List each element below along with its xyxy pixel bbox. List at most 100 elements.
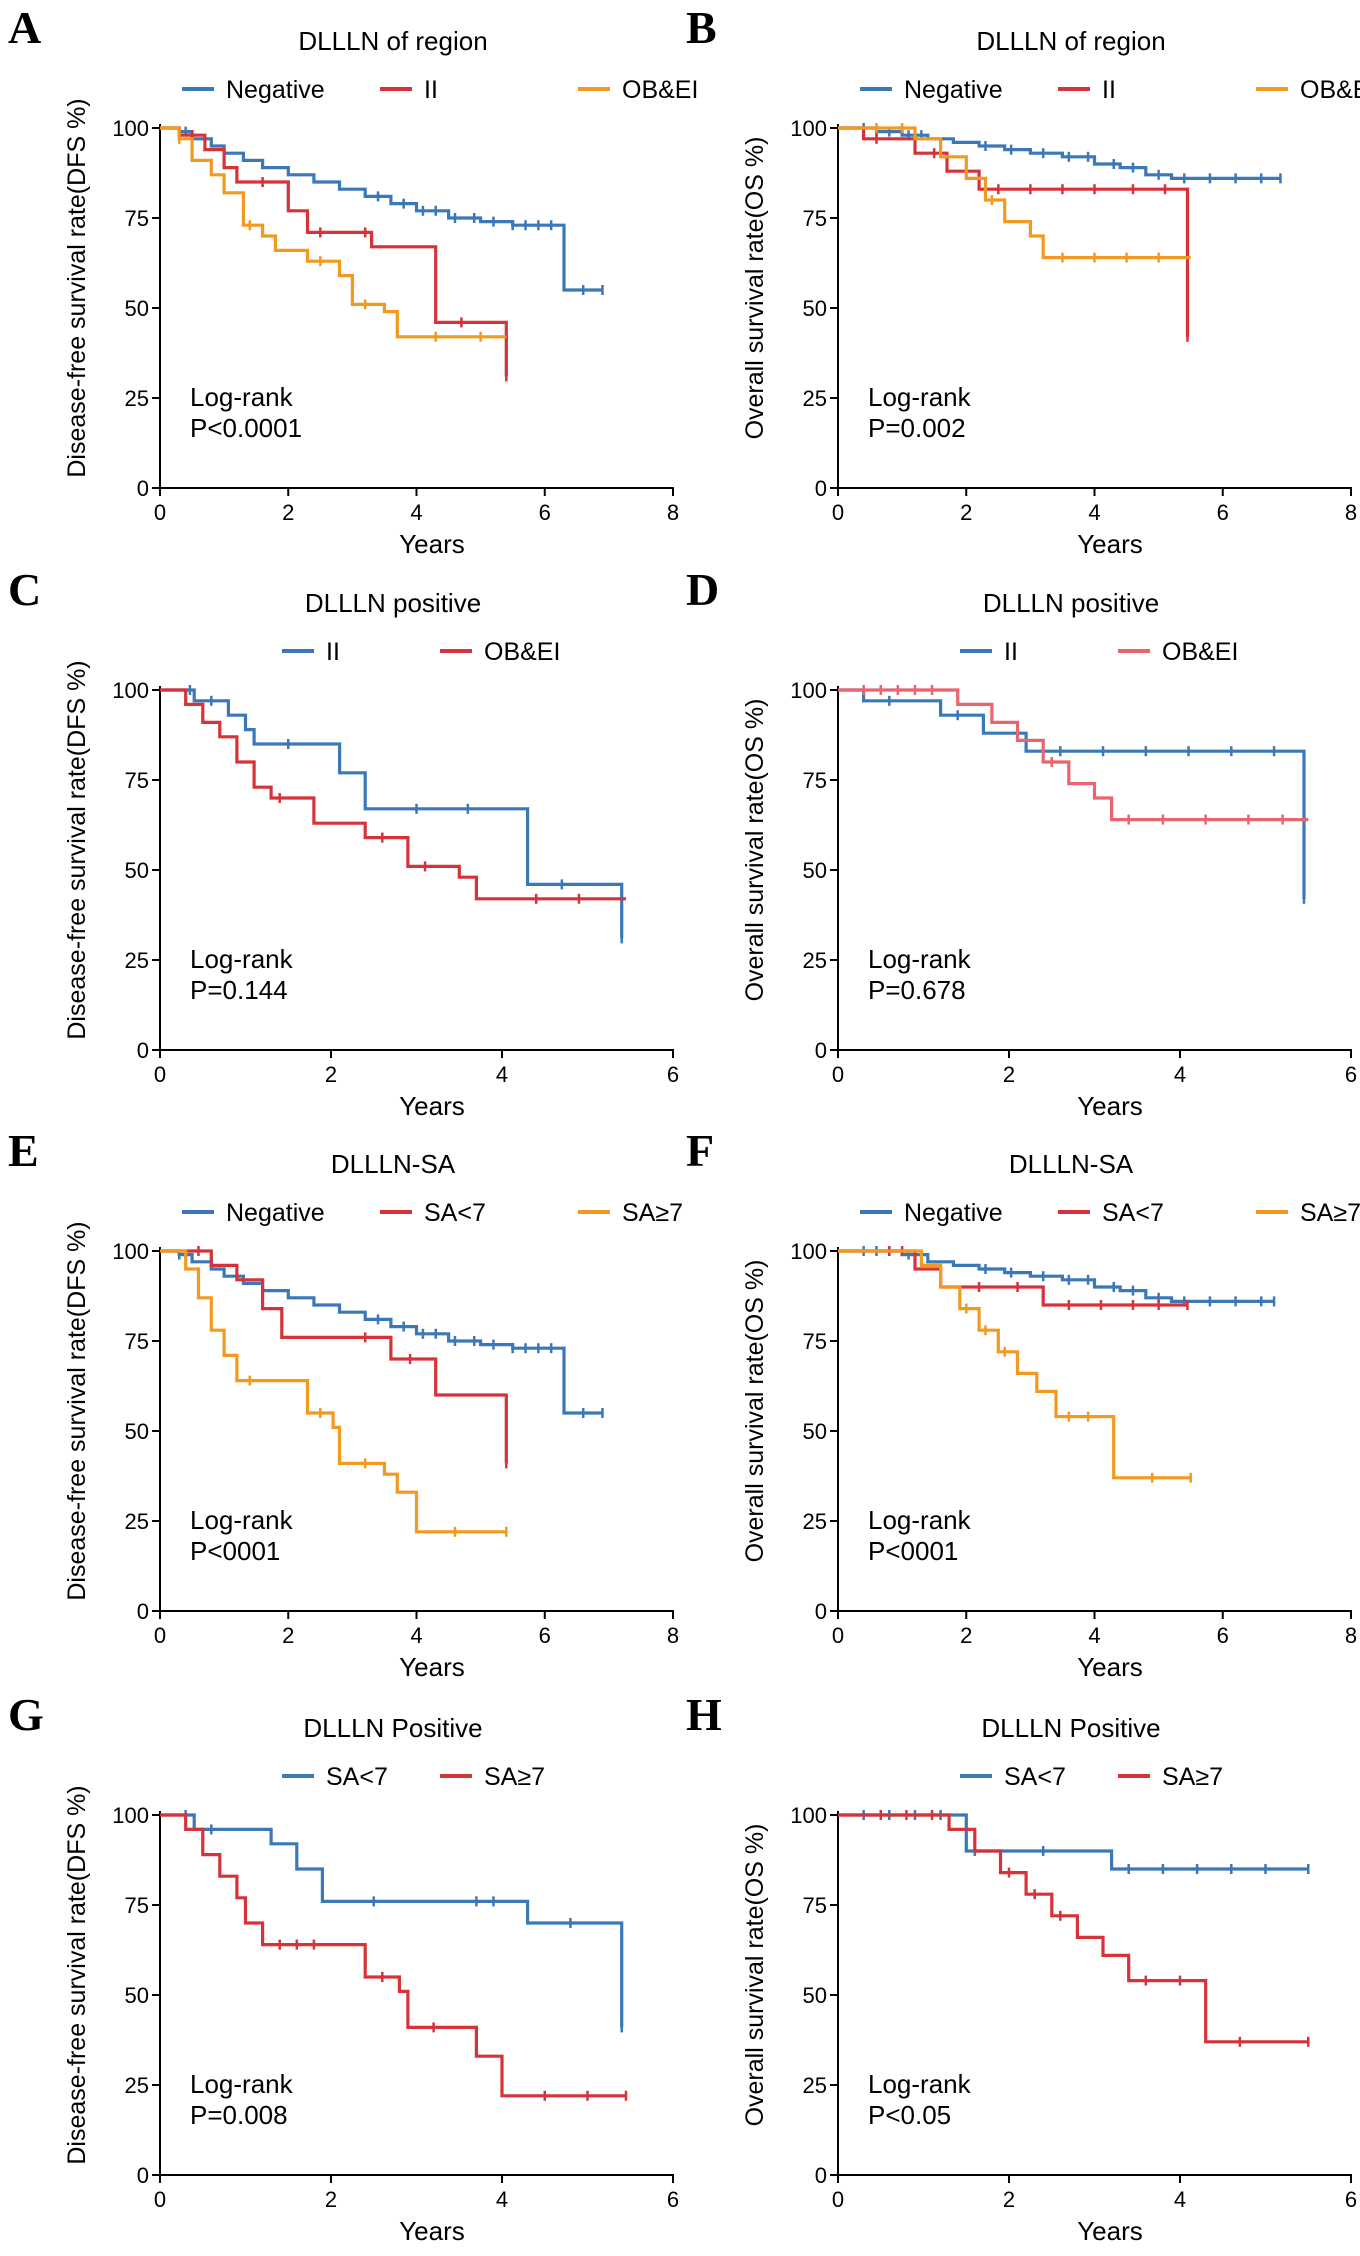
y-tick-label: 0: [137, 1038, 149, 1063]
km-curve-ii: [160, 688, 624, 939]
x-axis-label: Years: [1077, 2216, 1143, 2246]
chart-title: DLLLN-SA: [1009, 1149, 1134, 1179]
y-tick-label: 50: [803, 858, 827, 883]
x-tick-label: 0: [832, 1062, 844, 1087]
legend: II OB&EI: [282, 638, 560, 666]
km-curve-sa-7: [838, 1249, 1188, 1307]
x-tick-label: 4: [1174, 2187, 1186, 2212]
km-curve-ob-ei: [160, 688, 626, 901]
chart-title: DLLLN Positive: [981, 1713, 1160, 1743]
chart-title: DLLLN-SA: [331, 1149, 456, 1179]
y-axis-label: Disease-free survival rate(DFS %): [63, 1221, 91, 1600]
panel-g: G DLLLN Positive SA<7 SA≥7 0 25 50 75 100 0 2 4 6 Yea…: [8, 1689, 679, 2246]
log-rank-label: Log-rank: [190, 1505, 294, 1535]
y-tick-label: 50: [803, 296, 827, 321]
y-tick-label: 0: [137, 2163, 149, 2188]
x-tick-label: 6: [1345, 1062, 1357, 1087]
y-tick-label: 75: [125, 1329, 149, 1354]
legend: SA<7 SA≥7: [960, 1763, 1223, 1791]
y-tick-label: 25: [125, 2073, 149, 2098]
legend: Negative SA<7 SA≥7: [182, 1199, 683, 1227]
y-tick-label: 0: [815, 476, 827, 501]
log-rank-label: Log-rank: [868, 944, 972, 974]
x-axis-label: Years: [1077, 1091, 1143, 1121]
y-tick-label: 0: [815, 1038, 827, 1063]
legend-label: SA≥7: [1162, 1763, 1223, 1791]
y-tick-label: 75: [803, 768, 827, 793]
p-value-label: P=0.144: [190, 975, 288, 1005]
x-tick-label: 4: [410, 1623, 422, 1648]
km-curve-sa-7: [160, 1249, 508, 1464]
legend: SA<7 SA≥7: [282, 1763, 545, 1791]
y-tick-label: 100: [790, 116, 827, 141]
km-curve-negative: [160, 126, 603, 292]
x-axis-label: Years: [1077, 1652, 1143, 1682]
y-axis-label: Disease-free survival rate(DFS %): [63, 98, 91, 477]
x-tick-label: 8: [667, 1623, 679, 1648]
y-tick-label: 75: [125, 206, 149, 231]
y-tick-label: 25: [803, 2073, 827, 2098]
x-tick-label: 4: [496, 2187, 508, 2212]
km-curve-sa-7: [838, 1813, 1309, 1871]
y-tick-label: 25: [125, 386, 149, 411]
panel-letter: E: [8, 1125, 39, 1176]
x-tick-label: 2: [960, 500, 972, 525]
y-tick-label: 75: [803, 1893, 827, 1918]
x-tick-label: 6: [667, 1062, 679, 1087]
panel-letter: C: [8, 564, 41, 615]
x-tick-label: 0: [154, 1062, 166, 1087]
y-axis-label: Overall survival rate(OS %): [741, 1260, 769, 1563]
y-tick-label: 50: [125, 1419, 149, 1444]
y-tick-label: 100: [112, 678, 149, 703]
x-tick-label: 4: [410, 500, 422, 525]
y-tick-label: 75: [803, 206, 827, 231]
x-tick-label: 8: [1345, 1623, 1357, 1648]
legend: Negative SA<7 SA≥7: [860, 1199, 1360, 1227]
x-tick-label: 6: [667, 2187, 679, 2212]
y-axis-label: Overall survival rate(OS %): [741, 137, 769, 440]
legend-label: SA<7: [1004, 1763, 1066, 1791]
legend-label: OB&EI: [484, 638, 560, 666]
x-tick-label: 2: [1003, 2187, 1015, 2212]
x-tick-label: 4: [1088, 1623, 1100, 1648]
legend-label: Negative: [904, 1199, 1003, 1227]
x-tick-label: 0: [154, 1623, 166, 1648]
legend-label: SA≥7: [484, 1763, 545, 1791]
legend-label: SA≥7: [1300, 1199, 1360, 1227]
y-tick-label: 100: [790, 1803, 827, 1828]
x-axis-label: Years: [399, 529, 465, 559]
legend-label: SA<7: [326, 1763, 388, 1791]
x-tick-label: 0: [832, 2187, 844, 2212]
p-value-label: P=0.002: [868, 413, 966, 443]
panel-b: B DLLLN of region Negative II OB&EI 0 25 50 75 10…: [686, 2, 1360, 559]
log-rank-label: Log-rank: [190, 944, 294, 974]
y-tick-label: 50: [125, 858, 149, 883]
panel-h: H DLLLN Positive SA<7 SA≥7 0 25 50 75 100 0 2 4 6 Yea…: [686, 1689, 1357, 2246]
x-axis-label: Years: [399, 1652, 465, 1682]
x-axis-label: Years: [399, 2216, 465, 2246]
x-tick-label: 6: [1217, 500, 1229, 525]
legend-label: SA≥7: [622, 1199, 683, 1227]
y-tick-label: 100: [112, 1803, 149, 1828]
p-value-label: P<0.0001: [190, 413, 302, 443]
y-tick-label: 0: [815, 2163, 827, 2188]
y-tick-label: 25: [803, 386, 827, 411]
km-curve-ob-ei: [838, 688, 1309, 822]
chart-title: DLLLN of region: [298, 26, 487, 56]
x-tick-label: 2: [282, 500, 294, 525]
y-tick-label: 100: [790, 678, 827, 703]
panel-letter: F: [686, 1125, 714, 1176]
x-axis-label: Years: [399, 1091, 465, 1121]
y-tick-label: 100: [790, 1239, 827, 1264]
y-axis-label: Overall survival rate(OS %): [741, 1824, 769, 2127]
log-rank-label: Log-rank: [190, 2069, 294, 2099]
x-axis-label: Years: [1077, 529, 1143, 559]
x-tick-label: 0: [832, 1623, 844, 1648]
km-curve-negative: [838, 126, 1281, 180]
x-tick-label: 6: [1345, 2187, 1357, 2212]
legend-label: OB&EI: [622, 76, 698, 104]
panel-letter: D: [686, 564, 719, 615]
x-tick-label: 8: [1345, 500, 1357, 525]
p-value-label: P<0001: [868, 1536, 958, 1566]
